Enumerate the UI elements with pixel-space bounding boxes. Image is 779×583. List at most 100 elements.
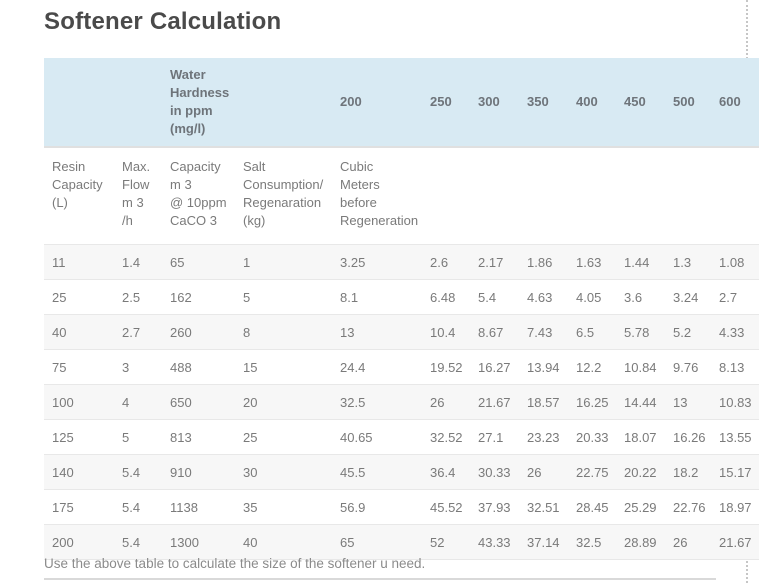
table-cell: 22.76: [665, 489, 711, 525]
table-cell: 16.26: [665, 419, 711, 455]
table-cell: 20: [235, 384, 332, 420]
table-cell: 1.3: [665, 244, 711, 280]
column-header-empty: [470, 147, 519, 245]
water-hardness-header-row: Water Hardness in ppm (mg/l) 200 250 300…: [44, 58, 759, 148]
table-cell: 75: [44, 349, 114, 385]
table-cell: 5.4: [470, 279, 519, 315]
table-row: 125 5 813 25 40.65 32.52 27.1 23.23 20.33 18.07 16…: [44, 419, 759, 455]
table-cell: 18.2: [665, 454, 711, 490]
table-cell: 10.84: [616, 349, 665, 385]
table-row: 100 4 650 20 32.5 26 21.67 18.57 16.25 14.44 13 10.…: [44, 384, 759, 420]
hardness-value-250: 250: [422, 58, 470, 148]
table-cell: 32.5: [332, 384, 422, 420]
table-cell: 23.23: [519, 419, 568, 455]
table-cell: 20.22: [616, 454, 665, 490]
table-cell: 8: [235, 314, 332, 350]
hardness-value-500: 500: [665, 58, 711, 148]
column-header-max-flow: Max. Flow m 3 /h: [114, 147, 162, 245]
table-cell: 14.44: [616, 384, 665, 420]
table-cell: 5: [235, 279, 332, 315]
column-header-cubic-meters: Cubic Meters before Regeneration: [332, 147, 422, 245]
table-cell: 22.75: [568, 454, 616, 490]
table-cell: 4.33: [711, 314, 759, 350]
column-labels-row: Resin Capacity (L) Max. Flow m 3 /h Capa…: [44, 147, 759, 245]
table-cell: 65: [162, 244, 235, 280]
hardness-value-300: 300: [470, 58, 519, 148]
table-cell: 2.17: [470, 244, 519, 280]
table-row: 25 2.5 162 5 8.1 6.48 5.4 4.63 4.05 3.6 3.24 2.7: [44, 279, 759, 315]
table-cell: 35: [235, 489, 332, 525]
table-cell: 37.14: [519, 524, 568, 560]
table-cell: 21.67: [711, 524, 759, 560]
table-cell: 2.7: [114, 314, 162, 350]
table-cell: 8.13: [711, 349, 759, 385]
table-cell: 45.52: [422, 489, 470, 525]
table-cell: 18.57: [519, 384, 568, 420]
table-cell: 18.07: [616, 419, 665, 455]
table-cell: 2.6: [422, 244, 470, 280]
table-cell: 15.17: [711, 454, 759, 490]
table-cell: 5.4: [114, 524, 162, 560]
table-cell: 28.45: [568, 489, 616, 525]
table-cell: 4: [114, 384, 162, 420]
table-cell: 8.1: [332, 279, 422, 315]
table-cell: 21.67: [470, 384, 519, 420]
table-cell: 32.51: [519, 489, 568, 525]
table-cell: 24.4: [332, 349, 422, 385]
table-cell: 28.89: [616, 524, 665, 560]
header-cell-empty: [44, 58, 114, 148]
table-cell: 5.4: [114, 454, 162, 490]
table-cell: 813: [162, 419, 235, 455]
table-row: 140 5.4 910 30 45.5 36.4 30.33 26 22.75 20.22 18.2…: [44, 454, 759, 490]
table-cell: 11: [44, 244, 114, 280]
header-cell-empty: [235, 58, 332, 148]
table-cell: 1: [235, 244, 332, 280]
table-cell: 1.44: [616, 244, 665, 280]
table-cell: 26: [665, 524, 711, 560]
table-cell: 13: [665, 384, 711, 420]
table-cell: 15: [235, 349, 332, 385]
table-cell: 10.83: [711, 384, 759, 420]
softener-calculation-table: Water Hardness in ppm (mg/l) 200 250 300…: [44, 58, 759, 560]
table-cell: 7.43: [519, 314, 568, 350]
table-cell: 16.27: [470, 349, 519, 385]
table-cell: 19.52: [422, 349, 470, 385]
table-cell: 10.4: [422, 314, 470, 350]
header-cell-empty: [114, 58, 162, 148]
table-cell: 18.97: [711, 489, 759, 525]
table-cell: 910: [162, 454, 235, 490]
table-cell: 1138: [162, 489, 235, 525]
hardness-value-600: 600: [711, 58, 759, 148]
table-cell: 26: [422, 384, 470, 420]
column-header-empty: [616, 147, 665, 245]
table-cell: 2.5: [114, 279, 162, 315]
column-header-resin-capacity: Resin Capacity (L): [44, 147, 114, 245]
table-row: 200 5.4 1300 40 65 52 43.33 37.14 32.5 28.89 26 21.…: [44, 524, 759, 560]
table-cell: 13.94: [519, 349, 568, 385]
table-cell: 25.29: [616, 489, 665, 525]
table-cell: 16.25: [568, 384, 616, 420]
table-cell: 3.6: [616, 279, 665, 315]
table-cell: 4.05: [568, 279, 616, 315]
table-cell: 125: [44, 419, 114, 455]
table-cell: 56.9: [332, 489, 422, 525]
table-cell: 30.33: [470, 454, 519, 490]
table-cell: 37.93: [470, 489, 519, 525]
table-cell: 1.08: [711, 244, 759, 280]
table-cell: 52: [422, 524, 470, 560]
table-cell: 65: [332, 524, 422, 560]
table-cell: 175: [44, 489, 114, 525]
column-header-empty: [665, 147, 711, 245]
table-cell: 45.5: [332, 454, 422, 490]
table-cell: 3.24: [665, 279, 711, 315]
table-cell: 100: [44, 384, 114, 420]
page-title: Softener Calculation: [44, 8, 282, 35]
column-header-empty: [711, 147, 759, 245]
table-cell: 2.7: [711, 279, 759, 315]
table-row: 175 5.4 1138 35 56.9 45.52 37.93 32.51 28.45 25.2…: [44, 489, 759, 525]
table-cell: 488: [162, 349, 235, 385]
table-cell: 5.2: [665, 314, 711, 350]
table-cell: 6.48: [422, 279, 470, 315]
table-cell: 260: [162, 314, 235, 350]
